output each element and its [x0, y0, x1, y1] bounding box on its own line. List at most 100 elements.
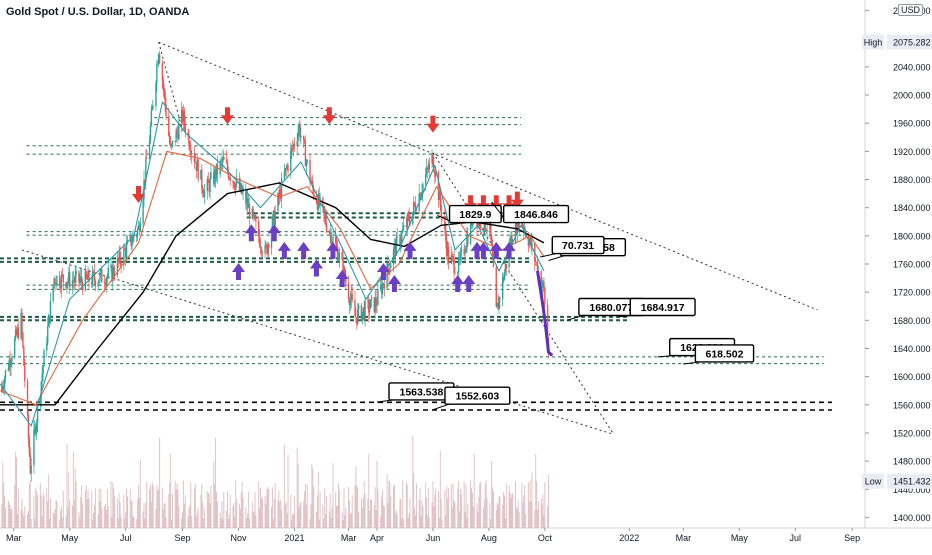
- candle-body: [434, 171, 436, 177]
- currency-badge[interactable]: USD: [898, 4, 924, 16]
- candle-body: [373, 297, 375, 312]
- volume-bar: [540, 498, 542, 528]
- up-arrow-icon: [267, 224, 281, 242]
- candle-body: [389, 268, 391, 274]
- volume-bar: [466, 517, 468, 528]
- candle-body: [61, 274, 64, 275]
- candle-body: [13, 338, 16, 358]
- candle-body: [386, 263, 388, 289]
- volume-bar: [226, 491, 228, 528]
- volume-bar: [221, 501, 223, 528]
- candle-body: [195, 162, 197, 171]
- callout-text: 1829.9: [459, 209, 491, 221]
- volume-bar: [49, 498, 51, 528]
- volume-bar: [68, 472, 70, 528]
- candle-body: [529, 236, 531, 241]
- candle-body: [248, 204, 251, 219]
- candle-body: [335, 243, 338, 247]
- volume-bar: [227, 518, 229, 528]
- candle-body: [56, 275, 58, 286]
- volume-bar: [4, 496, 6, 528]
- candle-body: [80, 276, 82, 281]
- horizontal-levels: [0, 117, 832, 411]
- volume-bar: [252, 512, 254, 528]
- volume-bar: [508, 485, 510, 528]
- up-arrow-icon: [502, 241, 516, 259]
- volume-bar: [524, 485, 526, 528]
- volume-bar: [529, 480, 531, 528]
- candle-body: [124, 249, 127, 258]
- volume-bar: [219, 512, 221, 528]
- volume-bar: [42, 492, 44, 528]
- candle-body: [137, 225, 140, 229]
- candle-body: [254, 215, 256, 220]
- candle-body: [151, 106, 153, 111]
- volume-bar: [459, 511, 461, 528]
- volume-bar: [471, 492, 473, 528]
- candle-body: [191, 152, 193, 155]
- candle-body: [229, 177, 231, 181]
- candle-body: [290, 150, 292, 172]
- candle-body: [28, 438, 31, 455]
- volume-bar: [309, 518, 311, 528]
- candle-body: [30, 465, 32, 474]
- volume-bar: [422, 506, 424, 528]
- x-tick-label: Oct: [538, 533, 553, 543]
- volume-bar: [393, 486, 395, 528]
- candle-body: [232, 180, 234, 183]
- candle-body: [88, 271, 90, 283]
- y-tick-label: 1560.000: [893, 400, 931, 410]
- volume-bar: [499, 496, 501, 528]
- candle-body: [283, 172, 286, 179]
- candle-body: [40, 381, 42, 398]
- down-arrow-icon: [489, 195, 503, 213]
- candle-body: [34, 426, 36, 430]
- callout-box: [551, 235, 605, 255]
- volume-bar: [360, 498, 362, 528]
- candle-body: [466, 235, 468, 249]
- candle-body: [75, 271, 77, 276]
- candle-body: [257, 221, 260, 237]
- candle-body: [379, 284, 382, 290]
- volume-bar: [78, 512, 80, 528]
- candle-body: [178, 123, 180, 140]
- candle-body: [169, 143, 172, 146]
- volume-bar: [184, 495, 186, 528]
- candle-body: [454, 272, 456, 274]
- volume-bar: [24, 506, 26, 528]
- candle-body: [338, 252, 341, 259]
- candle-body: [207, 178, 209, 183]
- candle-body: [171, 140, 174, 145]
- volume-bar: [444, 490, 446, 528]
- candle-body: [131, 242, 133, 247]
- volume-bar: [127, 496, 129, 528]
- volume-bar: [164, 502, 166, 528]
- volume-bar: [492, 491, 494, 528]
- candle-body: [106, 275, 109, 279]
- candle-body: [277, 193, 279, 212]
- volume-bar: [36, 491, 38, 528]
- volume-bar: [515, 481, 517, 528]
- candle-body: [214, 169, 217, 179]
- volume-bar: [210, 485, 212, 528]
- down-arrow-icon: [510, 191, 524, 209]
- candle-body: [374, 298, 376, 312]
- volume-bar: [441, 519, 443, 528]
- candle-body: [313, 188, 315, 197]
- volume-bar: [283, 444, 285, 528]
- candle-body: [428, 162, 430, 170]
- candle-body: [406, 214, 408, 228]
- candle-body: [492, 258, 495, 268]
- volume-bar: [286, 513, 288, 528]
- candle-body: [168, 136, 171, 144]
- volume-bar: [226, 510, 228, 528]
- candle-body: [78, 271, 80, 283]
- volume-bar: [306, 484, 308, 528]
- candle-body: [357, 309, 359, 324]
- volume-bar: [531, 472, 533, 528]
- candle-body: [504, 263, 507, 272]
- volume-bar: [17, 488, 19, 528]
- x-tick-label: Jun: [426, 533, 441, 543]
- candle-body: [309, 160, 311, 183]
